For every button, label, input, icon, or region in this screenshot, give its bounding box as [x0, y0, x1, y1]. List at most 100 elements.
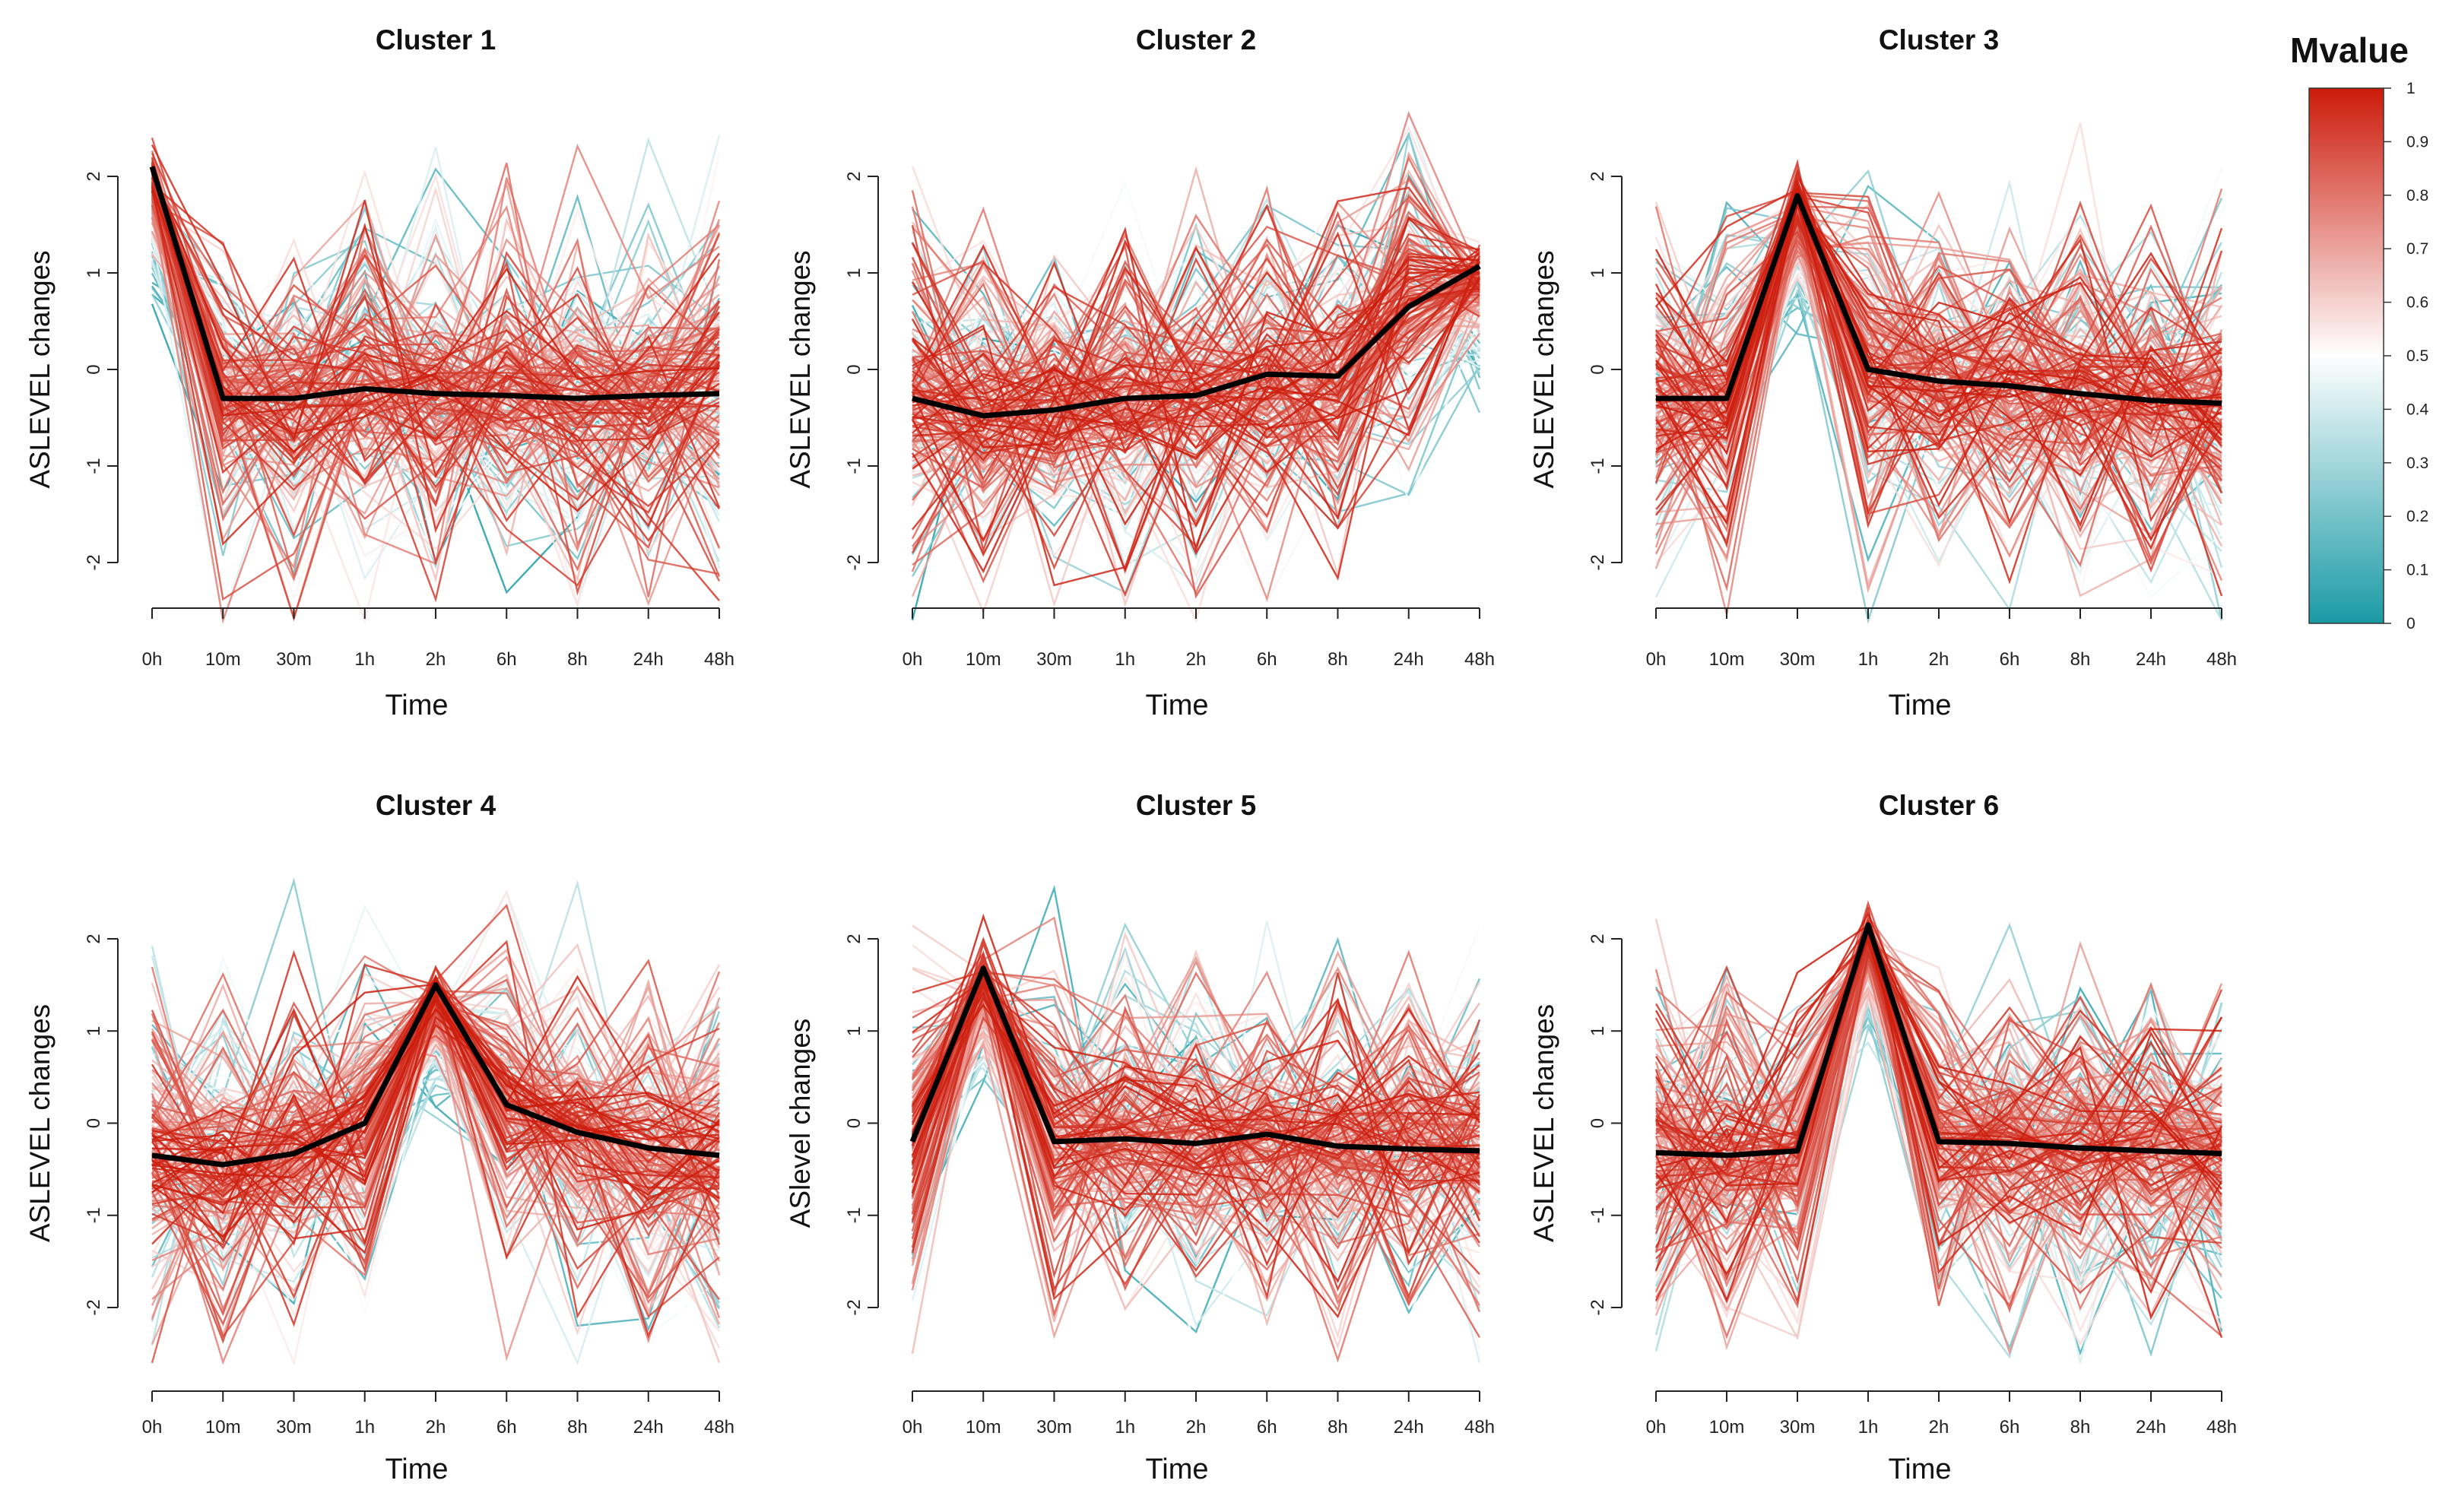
- x-tick-label: 24h: [633, 649, 664, 670]
- x-tick-label: 6h: [496, 1417, 517, 1438]
- member-line: [911, 984, 1480, 1149]
- x-tick-label: 24h: [1394, 1417, 1424, 1438]
- y-tick-label: -2: [84, 554, 104, 570]
- x-tick-label: 6h: [496, 649, 517, 670]
- x-tick-label: 6h: [2000, 1417, 2020, 1438]
- y-axis-label: ASLEVEL changes: [24, 1004, 56, 1242]
- member-line: [911, 216, 1480, 557]
- x-tick-label: 2h: [1186, 1417, 1207, 1438]
- member-line: [151, 978, 720, 1204]
- y-tick-label: 1: [844, 1026, 864, 1036]
- x-tick-label: 1h: [1858, 1417, 1879, 1438]
- member-line: [151, 177, 720, 506]
- x-tick-label: 30m: [276, 649, 312, 670]
- member-line: [911, 937, 1481, 1222]
- x-axis-label: Time: [385, 1453, 448, 1485]
- y-axis-label: ASLEVEL changes: [24, 250, 56, 488]
- y-tick-label: -1: [844, 1207, 864, 1223]
- member-lines: [911, 110, 1481, 623]
- y-tick-label: 2: [84, 934, 104, 943]
- x-tick-label: 6h: [2000, 649, 2020, 670]
- x-tick-label: 8h: [1328, 649, 1348, 670]
- x-tick-label: 2h: [426, 649, 446, 670]
- x-tick-label: 1h: [1115, 1417, 1135, 1438]
- y-axis: -2 -1 0 1 2: [844, 934, 879, 1316]
- member-line: [1654, 189, 2222, 549]
- colorbar-tick-label: 0.3: [2406, 455, 2428, 472]
- panel-title: Cluster 1: [376, 24, 496, 55]
- member-line: [911, 239, 1480, 449]
- member-line: [151, 1005, 720, 1209]
- member-line: [912, 285, 1480, 490]
- panel-title: Cluster 5: [1136, 790, 1256, 821]
- member-line: [912, 268, 1480, 520]
- y-tick-label: -2: [844, 554, 864, 570]
- member-line: [151, 177, 721, 601]
- member-line: [912, 1003, 1481, 1266]
- member-line: [1654, 220, 2222, 467]
- member-line: [151, 171, 720, 508]
- member-line: [151, 185, 720, 546]
- cluster-panel: Cluster 3 -2 -1 0 1 2 ASLEVEL changes 0h 10m 30m 1…: [1528, 24, 2237, 721]
- y-axis: -2 -1 0 1 2: [84, 171, 119, 571]
- colorbar-tick-label: 0.2: [2406, 508, 2428, 525]
- centroid-line: [149, 166, 720, 401]
- x-tick-label: 6h: [1257, 649, 1277, 670]
- member-line: [1654, 925, 2223, 1168]
- centroid-line: [909, 965, 1480, 1154]
- member-line: [1655, 913, 2222, 1248]
- colorbar-tick-label: 0.5: [2406, 347, 2428, 365]
- colorbar-tick-label: 0: [2406, 615, 2416, 632]
- x-tick-label: 48h: [704, 649, 734, 670]
- y-tick-label: 1: [1588, 268, 1608, 277]
- colorbar-tick-label: 0.4: [2406, 401, 2429, 418]
- member-line: [1654, 918, 2223, 1271]
- colorbar-tick-label: 0.1: [2406, 562, 2428, 579]
- cluster-panel: Cluster 5 -2 -1 0 1 2 ASlevel changes 0h 10m 30m 1…: [785, 790, 1495, 1485]
- y-tick-label: -1: [1588, 458, 1608, 474]
- panel-title: Cluster 3: [1879, 24, 1999, 55]
- x-tick-label: 10m: [1709, 1417, 1745, 1438]
- y-tick-label: 0: [84, 1118, 104, 1128]
- x-tick-label: 8h: [2070, 649, 2091, 670]
- y-tick-label: 0: [84, 364, 104, 374]
- colorbar-tick-label: 0.6: [2406, 294, 2428, 312]
- x-tick-label: 0h: [1646, 1417, 1667, 1438]
- member-line: [151, 179, 721, 582]
- y-tick-label: -1: [844, 458, 864, 474]
- member-line: [151, 187, 720, 453]
- y-tick-label: -2: [844, 1299, 864, 1315]
- x-tick-label: 6h: [1257, 1417, 1277, 1438]
- centroid-line: [912, 264, 1481, 419]
- cluster-panel: Cluster 1 -2 -1 0 1 2 ASLEVEL changes 0h 10m 30m 1…: [24, 24, 734, 721]
- member-line: [1655, 223, 2222, 526]
- x-tick-label: 0h: [142, 1417, 163, 1438]
- x-axis: 0h 10m 30m 1h 2h 6h 8h 24h 48h: [142, 607, 734, 670]
- member-line: [1654, 911, 2222, 1185]
- x-axis: 0h 10m 30m 1h 2h 6h 8h 24h 48h: [903, 1390, 1495, 1438]
- member-lines: [151, 877, 721, 1366]
- member-line: [151, 203, 720, 492]
- member-line: [1655, 206, 2223, 562]
- member-lines: [1654, 122, 2223, 624]
- y-tick-label: 2: [1588, 171, 1608, 181]
- y-tick-label: 0: [844, 364, 864, 374]
- x-tick-label: 2h: [1929, 1417, 1949, 1438]
- x-axis: 0h 10m 30m 1h 2h 6h 8h 24h 48h: [142, 1390, 734, 1438]
- member-line: [911, 255, 1480, 459]
- member-line: [911, 995, 1480, 1319]
- member-line: [1655, 940, 2222, 1190]
- member-line: [1655, 940, 2222, 1244]
- y-tick-label: -2: [84, 1299, 104, 1315]
- member-line: [151, 974, 720, 1224]
- member-line: [151, 153, 720, 601]
- y-axis: -2 -1 0 1 2: [844, 171, 879, 571]
- x-tick-label: 48h: [704, 1417, 734, 1438]
- member-line: [1654, 937, 2223, 1320]
- x-tick-label: 48h: [1464, 1417, 1495, 1438]
- x-tick-label: 8h: [1328, 1417, 1348, 1438]
- x-tick-label: 8h: [2070, 1417, 2091, 1438]
- member-line: [151, 204, 720, 419]
- x-tick-label: 30m: [1036, 649, 1072, 670]
- member-line: [912, 262, 1480, 528]
